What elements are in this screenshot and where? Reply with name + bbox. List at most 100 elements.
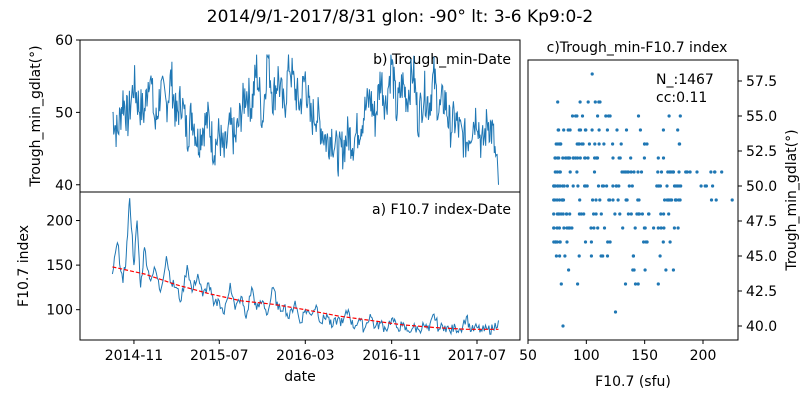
panel-c-point [669, 198, 673, 202]
panel-c-point [557, 226, 562, 230]
panel-a-xtick-label: 2017-07 [448, 348, 507, 364]
panel-a-ylabel: F10.7 index [16, 225, 32, 307]
panel-b-trough-date: b) Trough_min-Date Trough_min_gdlat(°) 4… [28, 33, 521, 194]
panel-c-point [637, 198, 641, 202]
panel-c-point [611, 184, 615, 188]
panel-c-point [557, 212, 561, 216]
panel-c-point [616, 198, 620, 202]
panel-c-point [565, 184, 570, 188]
panel-c-point [658, 184, 663, 188]
panel-c-point [647, 212, 651, 216]
panel-c-point [593, 100, 597, 104]
panel-c-point [678, 114, 682, 118]
panel-c-point [656, 170, 660, 174]
panel-c-ytick-label: 47.5 [746, 214, 777, 230]
panel-c-point [695, 170, 699, 174]
panel-c-title: c)Trough_min-F10.7 index [547, 40, 728, 56]
panel-a-xtick-label: 2016-11 [362, 348, 421, 364]
panel-c-point [608, 240, 612, 244]
panel-c-point [592, 212, 596, 216]
panel-c-point [642, 156, 647, 160]
panel-c-point [617, 184, 621, 188]
panel-c-point [594, 156, 599, 160]
panel-c-point [658, 254, 662, 258]
panel-c-point [667, 114, 671, 118]
panel-c-point [611, 142, 615, 146]
panel-c-point [614, 184, 618, 188]
panel-c-point [720, 170, 724, 174]
panel-c-point [618, 156, 622, 160]
panel-c-point [640, 212, 645, 216]
panel-c-point [558, 170, 562, 174]
panel-b-yticks: 40 50 60 [55, 33, 80, 194]
panel-c-xlabel: F10.7 (sfu) [595, 374, 671, 390]
panel-c-point [575, 170, 579, 174]
panel-c-point [624, 128, 629, 132]
panel-c-point [642, 240, 646, 244]
panel-a-xtick-label: 2016-03 [276, 348, 335, 364]
panel-c-point [597, 142, 601, 146]
panel-c-point [643, 268, 647, 272]
panel-c-point [556, 142, 560, 146]
panel-c-point [586, 100, 590, 104]
panel-c-point [604, 114, 608, 118]
panel-c-xtick-label: 50 [519, 348, 537, 364]
panel-c-point [611, 198, 615, 202]
panel-c-point [559, 142, 563, 146]
panel-c-point [597, 128, 601, 132]
panel-c-point [605, 254, 610, 258]
panel-c-point [676, 128, 680, 132]
panel-c-point [674, 184, 678, 188]
panel-c-ytick-label: 40.0 [746, 319, 777, 335]
panel-c-point [576, 184, 580, 188]
panel-c-point [688, 170, 692, 174]
panel-c-point [576, 282, 580, 286]
panel-c-point [668, 240, 672, 244]
panel-c-point [580, 142, 584, 146]
panel-c-ylabel: Trough_min_gdlat(°) [784, 129, 800, 271]
panel-c-ytick-label: 50.0 [746, 179, 777, 195]
panel-a-xticks: 2014-11 2015-07 2016-03 2016-11 2017-07 [105, 340, 507, 364]
panel-c-point [619, 142, 623, 146]
panel-c-point [570, 226, 574, 230]
panel-c-point [567, 226, 571, 230]
panel-c-point [635, 212, 639, 216]
panel-c-point [626, 170, 631, 174]
panel-c-point [562, 128, 566, 132]
panel-c-point [703, 184, 707, 188]
panel-c-point [629, 212, 633, 216]
panel-a-frame [79, 191, 521, 341]
panel-c-point [557, 156, 561, 160]
panel-c-point [563, 254, 567, 258]
panel-c-point [637, 212, 642, 216]
panel-c-point [636, 282, 640, 286]
panel-c-annotation-cc: cc:0.11 [656, 90, 707, 106]
panel-c-point [633, 226, 637, 230]
panel-c-point [631, 268, 635, 272]
panel-b-ylabel: Trough_min_gdlat(°) [28, 45, 44, 187]
panel-c-point [596, 226, 600, 230]
panel-a-trend-line [112, 266, 499, 330]
panel-c-point [633, 282, 638, 286]
panel-c-point [636, 114, 641, 118]
panel-c-point [601, 254, 605, 258]
panel-c-xtick-label: 100 [573, 348, 600, 364]
panel-c-point [562, 226, 566, 230]
panel-c-point [661, 156, 666, 160]
panel-c-point [576, 142, 580, 146]
panel-c-point [583, 128, 588, 132]
panel-c-point [631, 254, 636, 258]
panel-c-point [589, 240, 594, 244]
panel-c-point [554, 254, 559, 258]
panel-c-point [594, 212, 598, 216]
panel-c-annotation-n: N_:1467 [656, 72, 714, 88]
panel-c-point [661, 240, 665, 244]
panel-c-point [591, 198, 595, 202]
panel-c-point [567, 268, 571, 272]
panel-c-point [552, 184, 556, 188]
panel-c-point [570, 114, 575, 118]
panel-a-yticks: 100 150 200 [46, 214, 80, 319]
panel-c-point [699, 184, 703, 188]
panel-c-point [559, 212, 563, 216]
